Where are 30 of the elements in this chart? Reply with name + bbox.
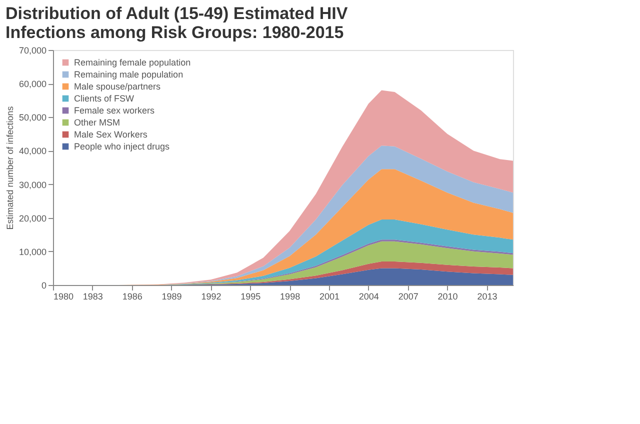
chart-title: Distribution of Adult (15-49) Estimated HIV Infections among Risk Groups: 1980-2015 (5, 4, 348, 42)
x-tick-label: 2007 (398, 292, 418, 302)
y-tick-label: 0 (41, 280, 46, 290)
legend-label: Male spouse/partners (74, 82, 162, 92)
legend-label: Female sex workers (74, 106, 156, 116)
y-tick-label: 20,000 (18, 213, 46, 224)
x-tick-label: 2010 (438, 292, 458, 302)
x-tick-label: 1983 (82, 292, 103, 302)
x-tick-label: 1992 (201, 292, 222, 302)
x-tick-label: 1986 (122, 292, 142, 302)
x-tick-label: 1998 (280, 292, 300, 302)
legend-label: People who inject drugs (74, 142, 170, 152)
y-axis-title: Estimated number of infections (4, 106, 15, 230)
x-tick-label: 1980 (54, 292, 74, 302)
x-tick-label: 1989 (162, 292, 182, 302)
y-tick-label: 30,000 (18, 180, 46, 190)
legend-label: Clients of FSW (74, 94, 135, 104)
legend-label: Male Sex Workers (74, 130, 148, 140)
x-tick-label: 2001 (319, 292, 340, 302)
y-tick-label: 10,000 (18, 246, 46, 257)
y-tick-label: 40,000 (18, 146, 46, 156)
x-tick-label: 1995 (240, 292, 261, 302)
legend-label: Remaining female population (74, 58, 191, 68)
x-tick-label: 2004 (358, 292, 379, 302)
legend-label: Other MSM (74, 118, 120, 128)
y-tick-label: 70,000 (18, 46, 46, 56)
x-tick-label: 2013 (477, 292, 498, 302)
y-tick-label: 50,000 (18, 112, 46, 123)
legend-label: Remaining male population (74, 70, 184, 80)
y-tick-label: 60,000 (18, 79, 46, 90)
